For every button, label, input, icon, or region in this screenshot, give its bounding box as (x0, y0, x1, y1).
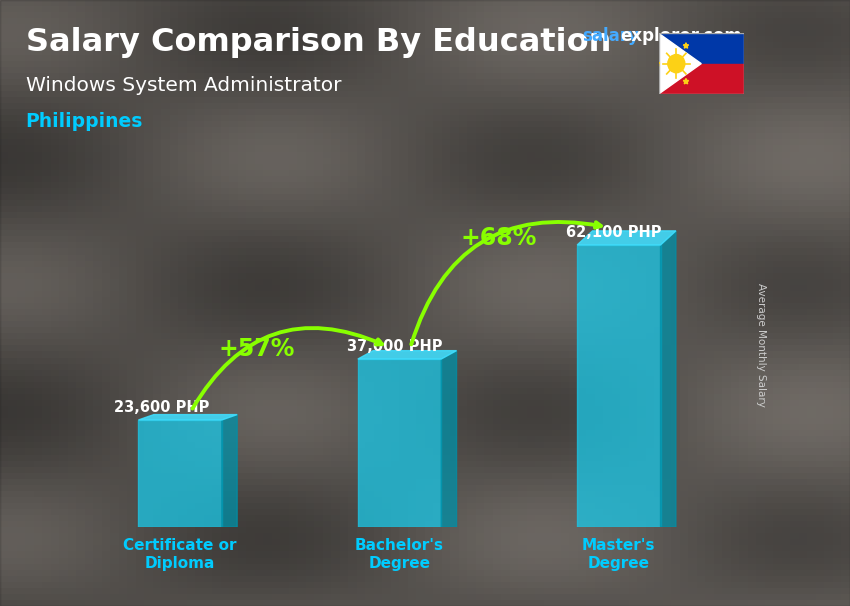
Text: +57%: +57% (218, 336, 295, 361)
Text: Salary Comparison By Education: Salary Comparison By Education (26, 27, 611, 58)
Text: Windows System Administrator: Windows System Administrator (26, 76, 341, 95)
Text: 23,600 PHP: 23,600 PHP (115, 399, 210, 415)
Bar (139, 420, 222, 527)
Text: +68%: +68% (460, 227, 536, 250)
Polygon shape (139, 415, 237, 420)
Polygon shape (659, 33, 744, 64)
Polygon shape (358, 351, 456, 359)
Polygon shape (683, 43, 689, 48)
Bar (358, 359, 441, 527)
Text: salary: salary (582, 27, 639, 45)
Polygon shape (660, 231, 676, 527)
Bar (577, 245, 660, 527)
Polygon shape (654, 61, 660, 66)
Polygon shape (659, 64, 744, 94)
Text: 37,000 PHP: 37,000 PHP (347, 339, 442, 353)
Circle shape (668, 55, 685, 73)
Text: 62,100 PHP: 62,100 PHP (566, 224, 661, 239)
Polygon shape (683, 78, 689, 84)
Text: Philippines: Philippines (26, 112, 143, 131)
Polygon shape (222, 415, 237, 527)
Text: explorer.com: explorer.com (620, 27, 742, 45)
Polygon shape (441, 351, 456, 527)
Polygon shape (659, 33, 701, 94)
Polygon shape (577, 231, 676, 245)
Text: Average Monthly Salary: Average Monthly Salary (756, 284, 766, 407)
